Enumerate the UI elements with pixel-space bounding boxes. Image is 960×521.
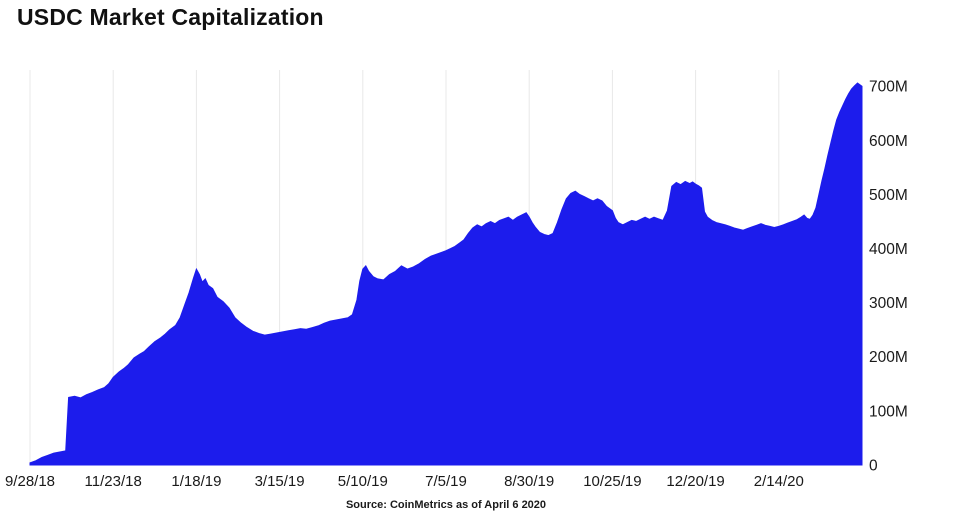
x-tick-label: 1/18/19: [171, 473, 221, 490]
x-tick-label: 9/28/18: [5, 473, 55, 490]
x-tick-label: 10/25/19: [583, 473, 641, 490]
x-tick-label: 7/5/19: [425, 473, 467, 490]
x-tick-label: 2/14/20: [754, 473, 804, 490]
y-tick-label: 400M: [869, 241, 908, 258]
y-tick-label: 300M: [869, 295, 908, 312]
x-tick-label: 8/30/19: [504, 473, 554, 490]
x-tick-label: 5/10/19: [338, 473, 388, 490]
x-tick-label: 11/23/18: [85, 473, 142, 490]
y-tick-label: 500M: [869, 187, 908, 204]
y-tick-label: 100M: [869, 403, 908, 420]
y-tick-label: 200M: [869, 349, 908, 366]
x-tick-label: 3/15/19: [255, 473, 305, 490]
y-tick-label: 0: [869, 457, 878, 474]
y-tick-label: 600M: [869, 133, 908, 150]
chart-title: USDC Market Capitalization: [17, 4, 324, 30]
x-tick-label: 12/20/19: [666, 473, 724, 490]
y-tick-label: 700M: [869, 79, 908, 96]
chart-source: Source: CoinMetrics as of April 6 2020: [345, 499, 547, 511]
usdc-market-cap-series: [29, 82, 863, 466]
